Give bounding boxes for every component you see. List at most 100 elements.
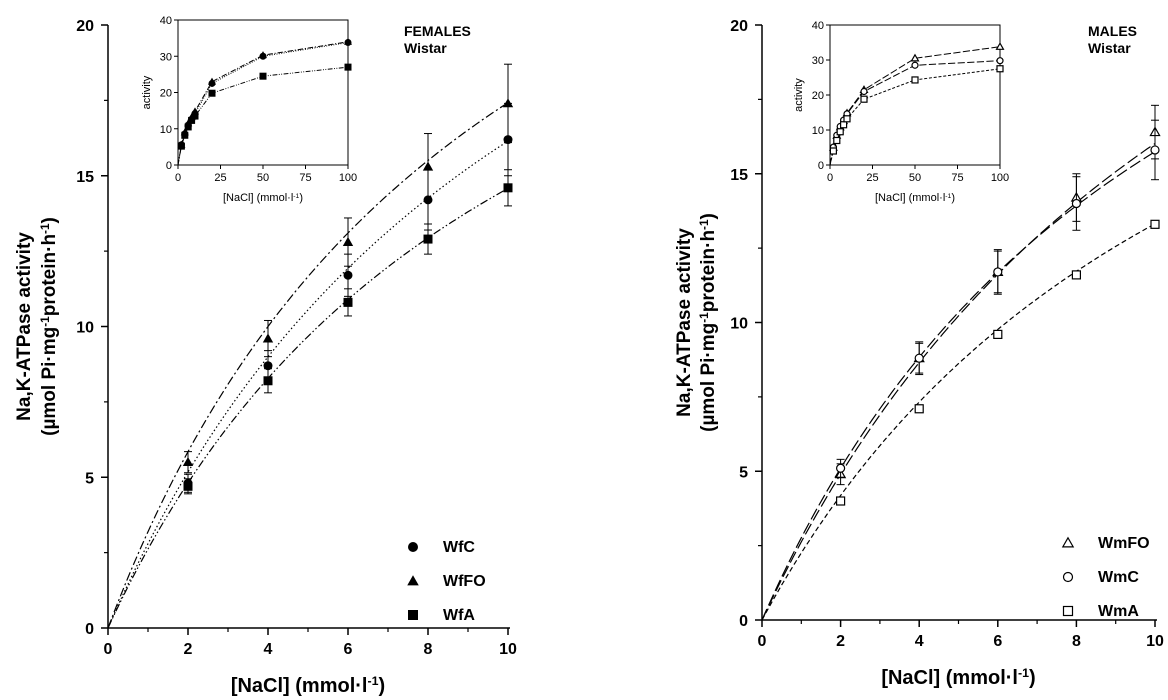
label-part: -1 [39,223,52,234]
legend-marker-WmFO [1061,536,1075,548]
data-point-WfA [183,481,193,491]
inset-data-point-WmA [839,121,848,129]
inset-x-tick-label: 100 [991,172,1009,184]
series-curve-WfFO [107,102,509,629]
data-point-WfA [263,376,273,386]
x-tick-label: 2 [184,641,193,658]
inset-y-tick-label: 20 [812,90,824,102]
data-point-WmC [1150,145,1160,155]
y-tick-label: 0 [739,613,748,630]
inset-frame [177,19,349,166]
legend-marker-WmA [1062,605,1074,617]
panel-subtitle: Wistar [404,40,447,56]
legend-marker-WmC [1062,571,1074,583]
data-point-WmA [1071,270,1082,280]
legend-label-WmC: WmC [1098,569,1139,586]
y-tick-label: 0 [85,621,94,638]
legend-marker-WfA [408,610,418,620]
y-tick-label: 10 [76,320,94,337]
inset-y-tick-label: 20 [160,88,172,100]
data-point-WfA [423,234,433,244]
data-point-WfFO [262,333,274,343]
x-tick-label: 4 [264,641,273,658]
label-part: [NaCl] (mmol·l [231,675,368,697]
label-part: -1 [1018,666,1029,680]
inset-data-point-WfA [184,123,192,131]
inset-y-tick-label: 0 [818,160,824,172]
label-part: -1 [698,312,711,323]
inset-data-point-WmA [843,115,851,123]
inset-females_inset: 0 25 50 75 100 0 10 20 30 40 [NaCl] (mmol·l-1) acti… [141,15,357,204]
inset-curve-WmA [829,68,1001,166]
inset-data-point-WmA [836,128,844,136]
x-tick-label: 6 [344,641,353,658]
label-part: [NaCl] (mmol·l [223,192,293,204]
inset-data-point-WmA [911,76,919,84]
panel-subtitle: Wistar [1088,40,1131,56]
label-part: ) [379,675,386,697]
legend-label-WfC: WfC [443,539,475,556]
inset-x-tick-label: 25 [866,172,878,184]
label-part: -1 [293,193,299,200]
inset-y-tick-label: 0 [166,160,172,172]
data-point-WfC [343,270,353,280]
x-tick-label: 2 [836,633,845,650]
series-curve-WmA [761,223,1156,621]
label-part: -1 [39,316,52,327]
y-tick-label: 20 [76,18,94,35]
y-axis-title: Na,K-ATPase activity [674,228,695,417]
data-point-WmC [1071,198,1082,209]
x-tick-label: 10 [1146,633,1164,650]
data-point-WmA [914,404,924,414]
panel-title: FEMALES [404,23,471,39]
y-tick-label: 10 [730,316,748,333]
inset-data-point-WfA [177,142,185,150]
y-tick-label: 5 [85,470,94,487]
data-point-WfA [503,183,513,193]
inset-y-tick-label: 40 [160,15,172,27]
x-axis-title: [NaCl] (mmol·l-1) [881,666,1035,689]
data-point-WfA [343,297,353,307]
y-tick-label: 5 [739,464,748,481]
inset-x-tick-label: 50 [257,172,269,184]
legend-marker-WfFO [407,575,419,586]
inset-x-tick-label: 0 [827,172,833,184]
inset-y-tick-label: 30 [812,55,824,67]
panel-title: MALES [1088,23,1137,39]
inset-y-tick-label: 10 [812,125,824,137]
label-part: -1 [945,193,951,200]
label-part: -1 [698,219,711,230]
y-axis-title-units: (µmol Pi·mg-1protein·h-1) [698,213,720,432]
label-part: ) [1029,667,1036,689]
x-tick-label: 0 [758,633,767,650]
data-point-WmA [993,329,1003,339]
inset-y-tick-label: 10 [160,124,172,136]
x-axis-title: [NaCl] (mmol·l-1) [231,674,385,697]
legend-marker-WfC [408,542,418,552]
label-part: ) [951,192,955,204]
x-tick-label: 4 [915,633,924,650]
label-part: protein·h [39,234,60,316]
y-tick-label: 15 [76,169,94,186]
y-tick-label: 20 [730,18,748,35]
data-point-WmC [835,463,846,473]
inset-data-point-WmA [996,65,1004,73]
inset-x-tick-label: 75 [951,172,963,184]
x-tick-label: 8 [424,641,433,658]
inset-data-point-WfFO [258,51,268,59]
inset-x-tick-label: 25 [214,172,226,184]
legend-label-WmA: WmA [1098,603,1139,620]
data-point-WmA [1150,219,1160,229]
inset-x-tick-label: 75 [299,172,311,184]
x-tick-label: 6 [993,633,1002,650]
inset-x-tick-label: 0 [175,172,181,184]
inset-x-axis-title: [NaCl] (mmol·l-1) [875,192,955,204]
inset-data-point-WfA [188,116,196,124]
inset-y-tick-label: 30 [160,51,172,63]
series-curve-WfC [107,140,509,629]
inset-data-point-WmC [911,61,919,69]
inset-curve-WfFO [177,41,349,166]
inset-data-point-WmA [833,136,841,145]
